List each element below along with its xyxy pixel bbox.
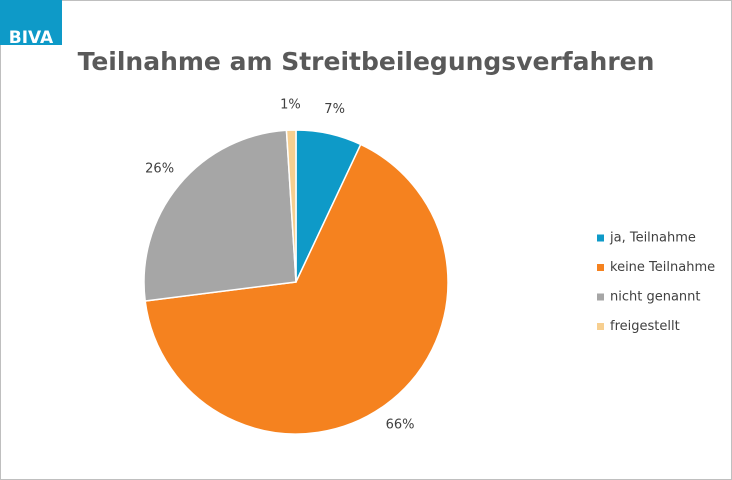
legend-label: ja, Teilnahme xyxy=(609,231,696,246)
legend-label: freigestellt xyxy=(610,319,680,334)
data-label: 7% xyxy=(324,102,345,117)
logo-box xyxy=(0,0,62,45)
legend-swatch xyxy=(597,293,604,301)
legend-swatch xyxy=(597,323,604,330)
data-label: 26% xyxy=(145,162,174,177)
data-label: 66% xyxy=(386,418,415,433)
legend-swatch xyxy=(597,234,604,242)
legend-label: keine Teilnahme xyxy=(610,260,715,275)
chart-title: Teilnahme am Streitbeilegungsverfahren xyxy=(78,47,655,76)
legend-label: nicht genannt xyxy=(610,290,701,305)
logo: BIVA xyxy=(9,28,54,48)
data-label: 1% xyxy=(280,98,301,113)
pie-slice xyxy=(144,143,449,435)
legend-swatch xyxy=(597,264,604,271)
pie-slice xyxy=(143,129,297,302)
pie-slice xyxy=(285,129,297,283)
